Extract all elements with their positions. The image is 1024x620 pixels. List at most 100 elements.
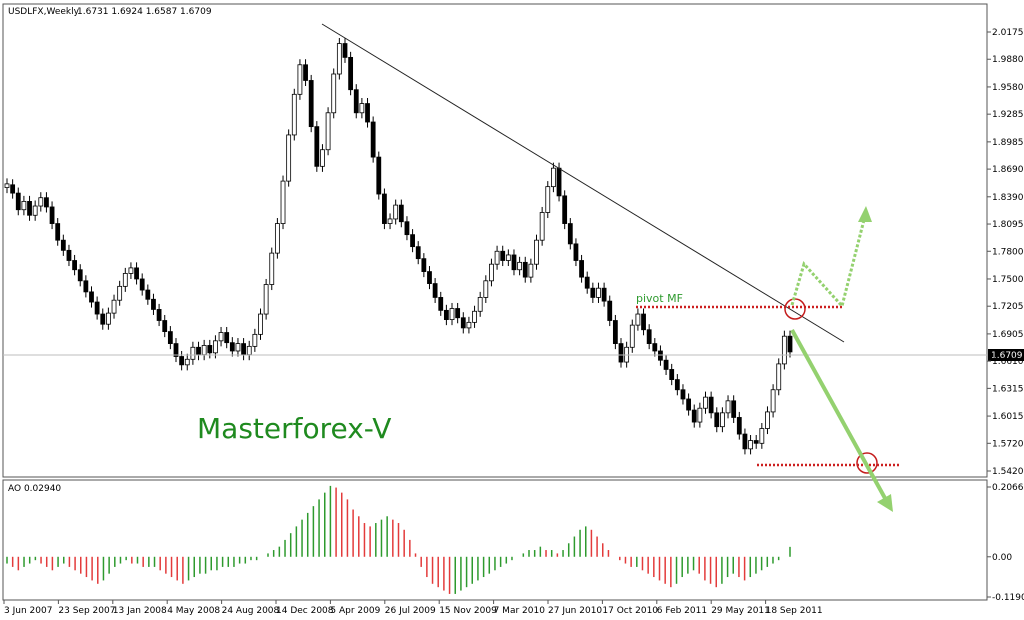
price-tick-label: 1.9880: [992, 55, 1024, 65]
candle: [708, 391, 714, 419]
candle: [489, 258, 494, 287]
candle: [274, 218, 280, 259]
trendline: [321, 23, 845, 343]
candle: [218, 326, 224, 347]
current-price-tag: [988, 349, 1024, 361]
candle: [759, 422, 765, 449]
candle: [72, 254, 77, 276]
candle: [134, 262, 139, 285]
price-tick-label: 1.6015: [992, 412, 1024, 422]
candle: [680, 384, 686, 405]
candle: [567, 218, 573, 250]
candle: [382, 188, 387, 230]
price-tick-label: 1.8690: [992, 165, 1024, 175]
candle: [320, 144, 325, 172]
candle: [359, 98, 365, 119]
candle: [128, 262, 134, 279]
chart-header-ohlc: 1.6731 1.6924 1.6587 1.6709: [77, 7, 212, 17]
ao-axis: 0.20669 0.00 -0.11909: [987, 483, 1024, 603]
pivot-label: pivot MF: [636, 292, 683, 305]
date-tick-label: 6 Feb 2011: [657, 606, 707, 616]
candle: [139, 273, 145, 296]
candle: [736, 411, 742, 440]
ao-label: AO 0.02940: [8, 484, 61, 494]
candle: [303, 59, 308, 87]
candle: [466, 316, 472, 334]
ao-histogram: [6, 485, 791, 594]
candle: [297, 59, 303, 100]
candle: [122, 267, 128, 292]
price-axis: 2.0175 1.9880 1.9580 1.9285 1.8985 1.8690 1.83…: [987, 28, 1024, 477]
price-tick-label: 1.7205: [992, 302, 1024, 312]
candle: [522, 256, 528, 283]
candle: [494, 245, 500, 270]
candle: [539, 206, 545, 246]
candle: [421, 253, 427, 278]
date-tick-label: 24 Aug 2008: [222, 606, 280, 616]
candle: [229, 337, 235, 357]
candle: [579, 254, 584, 283]
candle: [308, 74, 314, 133]
candle: [286, 129, 292, 187]
candle: [618, 338, 624, 368]
date-tick-label: 13 Jan 2008: [113, 606, 167, 616]
price-tick-label: 2.0175: [992, 28, 1024, 38]
candle: [658, 345, 663, 366]
candle: [472, 305, 477, 328]
candle: [21, 195, 27, 216]
date-tick-label: 4 May 2008: [167, 606, 220, 616]
watermark: Masterforex-V: [197, 412, 391, 445]
current-price-value: 1.6709: [991, 351, 1023, 361]
candle: [545, 181, 551, 219]
candle: [703, 391, 708, 414]
candle: [393, 199, 399, 225]
candle: [517, 256, 523, 276]
lower-circle-marker: [856, 452, 878, 474]
candle: [291, 88, 297, 141]
candle: [720, 407, 725, 433]
candle: [15, 187, 21, 216]
candle: [342, 38, 348, 63]
date-tick-label: 26 Jul 2009: [385, 606, 436, 616]
candle: [770, 384, 776, 418]
date-tick-label: 23 Sep 2007: [58, 606, 115, 616]
candle: [753, 434, 759, 449]
candle: [224, 326, 230, 349]
date-tick-label: 7 Mar 2010: [494, 606, 546, 616]
price-panel: [2, 3, 988, 478]
candle: [500, 245, 506, 267]
candle: [10, 179, 16, 199]
candle: [365, 98, 370, 128]
candle: [55, 218, 61, 246]
bearish-arrow: [790, 329, 888, 501]
candle: [663, 354, 669, 375]
date-tick-label: 14 Dec 2008: [276, 606, 334, 616]
date-tick-label: 3 Jun 2007: [4, 606, 52, 616]
candle: [562, 190, 568, 230]
candle: [27, 195, 32, 221]
candle: [336, 38, 342, 80]
candle: [235, 338, 241, 357]
candle: [765, 406, 770, 435]
candle: [449, 302, 455, 326]
candle: [455, 302, 461, 324]
candle: [748, 434, 753, 455]
price-tick-label: 1.5420: [992, 467, 1024, 477]
candle: [612, 314, 618, 350]
candle: [77, 264, 83, 287]
candle: [596, 282, 601, 303]
price-tick-label: 1.6315: [992, 384, 1024, 394]
candle: [263, 278, 269, 320]
price-tick-label: 1.8985: [992, 138, 1024, 148]
candle: [505, 249, 511, 267]
candle: [584, 271, 590, 294]
candle: [145, 284, 151, 305]
candle: [370, 116, 376, 163]
candle: [669, 363, 675, 386]
candle: [66, 244, 72, 267]
candle: [646, 324, 652, 350]
candle: [4, 178, 10, 194]
candle: [590, 282, 596, 303]
